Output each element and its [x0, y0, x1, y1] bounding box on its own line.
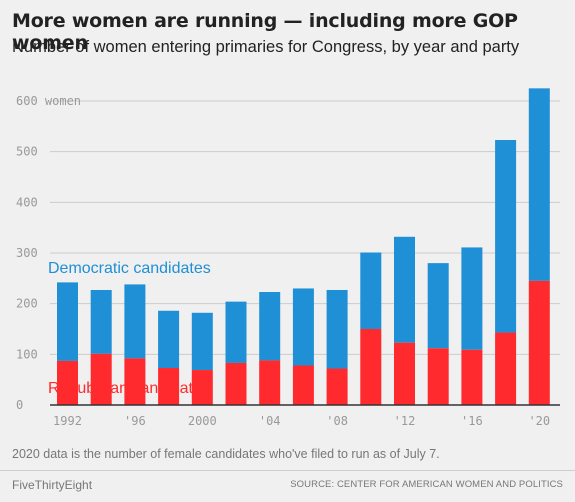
bar-democratic: [360, 252, 382, 329]
bar-democratic: [158, 310, 180, 369]
x-tick-label: '04: [259, 414, 281, 428]
footnote: 2020 data is the number of female candid…: [12, 447, 440, 461]
chart-title: More women are running — including more …: [12, 10, 518, 54]
bar-republican: [461, 349, 483, 405]
y-tick-label: 0: [16, 398, 23, 412]
bar-democratic: [90, 289, 112, 354]
bar-republican: [259, 360, 281, 405]
bar-democratic: [124, 284, 146, 359]
y-tick-label: 400: [16, 195, 38, 209]
chart-subtitle: Number of women entering primaries for C…: [12, 38, 520, 56]
x-tick-label: 1992: [53, 414, 82, 428]
y-tick-label: 100: [16, 347, 38, 361]
footer-divider: [0, 470, 575, 471]
x-tick-label: '08: [326, 414, 348, 428]
bar-republican: [191, 370, 213, 405]
democratic-series-label: Democratic candidates: [48, 260, 211, 277]
bar-democratic: [461, 247, 483, 350]
bar-republican: [90, 353, 112, 405]
bar-republican: [158, 368, 180, 405]
y-tick-label: 300: [16, 246, 38, 260]
bar-republican: [124, 358, 146, 405]
bar-democratic: [495, 140, 517, 333]
y-tick-label: 600 women: [16, 94, 81, 108]
bar-democratic: [394, 236, 415, 343]
bar-republican: [495, 332, 517, 405]
bar-republican: [326, 368, 348, 405]
x-tick-label: '96: [124, 414, 146, 428]
x-tick-label: '12: [394, 414, 416, 428]
bar-republican: [57, 360, 78, 405]
bar-republican: [225, 362, 247, 405]
bar-democratic: [225, 301, 247, 363]
bar-republican: [360, 329, 382, 405]
stacked-bar-chart: 0 100 200 300 400 500 600 women 1992 '96 2000 '04 '…: [16, 88, 560, 428]
bar-democratic: [427, 263, 449, 349]
bar-democratic: [57, 282, 78, 361]
bar-republican: [427, 348, 449, 405]
bar-democratic: [326, 289, 348, 369]
x-tick-label: '16: [461, 414, 483, 428]
y-tick-label: 500: [16, 145, 38, 159]
bar-democratic: [528, 88, 550, 281]
bar-republican: [528, 280, 550, 405]
source-label: SOURCE: CENTER FOR AMERICAN WOMEN AND PO…: [290, 479, 563, 490]
bar-democratic: [191, 312, 213, 371]
republican-series-label: Republican candidates: [48, 380, 210, 397]
y-tick-label: 200: [16, 297, 38, 311]
bar-republican: [394, 342, 415, 405]
brand-label: FiveThirtyEight: [12, 478, 93, 492]
bar-democratic: [292, 288, 314, 366]
x-tick-label: 2000: [188, 414, 217, 428]
bar-republican: [292, 365, 314, 405]
x-tick-label: '20: [528, 414, 550, 428]
bar-democratic: [259, 292, 281, 361]
